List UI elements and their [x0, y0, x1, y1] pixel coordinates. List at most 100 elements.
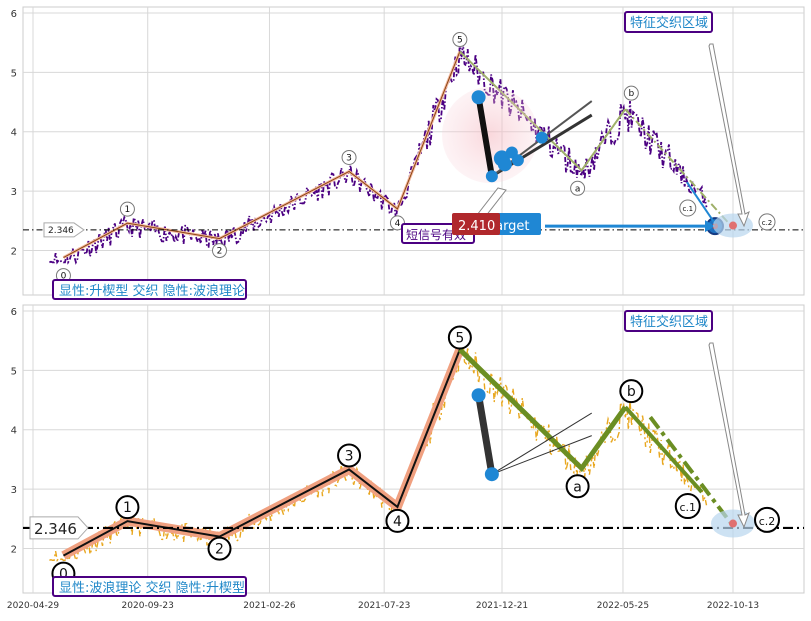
target-arrow-head	[705, 220, 715, 233]
wedge-leg	[475, 94, 495, 180]
price-callout-text: 2.410	[458, 219, 495, 234]
c-leg-marker	[686, 181, 716, 225]
y-tick-label: 5	[11, 68, 17, 79]
wave-label-text: b	[628, 89, 634, 99]
price-series	[49, 339, 708, 563]
bottom-title-box: 显性:波浪理论 交织 隐性:升楔型	[52, 576, 247, 597]
wave-label-circle	[452, 32, 468, 48]
top-feature-text: 特征交织区域	[630, 15, 708, 31]
wave-label-circle	[385, 508, 410, 533]
wave-label-text: 5	[457, 36, 463, 46]
wave-label-circle	[679, 199, 697, 217]
y-tick-label: 4	[11, 128, 17, 139]
y-tick-label: 5	[11, 366, 17, 377]
wave-label-circle	[119, 201, 135, 217]
wave-label-circle	[565, 474, 590, 499]
reference-level-label: 2.346	[48, 226, 74, 236]
x-tick-label: 2021-07-23	[358, 601, 410, 611]
wedge-point-marker	[484, 467, 499, 482]
wedge-point-marker	[471, 388, 486, 403]
impulse-wave	[63, 51, 461, 259]
corrective-wave-c2	[648, 415, 735, 528]
feature-zone-core	[729, 519, 737, 528]
top-title-text: 显性:升楔型 交织 隐性:波浪理论	[59, 283, 245, 299]
y-tick-label: 6	[11, 9, 17, 20]
bottom-panel-grid	[23, 305, 804, 593]
wave-label-text: 0	[59, 567, 68, 583]
wedge-point-marker	[471, 90, 486, 105]
wave-label-circle	[341, 149, 357, 165]
top-panel-wave-labels: 0 1 2 3 4 5 a b c.1 c.2	[55, 32, 776, 284]
feature-zone-core	[729, 221, 737, 230]
top-panel-wave-lines	[62, 50, 734, 259]
wave-label-circle	[754, 506, 780, 533]
x-tick-label: 2022-10-13	[707, 601, 759, 611]
wave-label-circle	[115, 495, 140, 520]
wedge-leg	[475, 391, 496, 478]
wedge-lower	[491, 435, 592, 475]
wave-label-text: 1	[123, 500, 132, 516]
reference-level-label: 2.346	[34, 520, 77, 538]
top-panel	[22, 6, 805, 296]
corrective-wave-c	[624, 108, 734, 229]
wave-label-circle	[337, 443, 362, 468]
x-tick-label: 2020-04-29	[7, 601, 60, 611]
wave-label-circle	[212, 243, 228, 259]
corrective-wave-ab	[458, 347, 628, 473]
y-tick-label: 3	[11, 187, 17, 198]
bottom-panel-y-ticks: 2 3 4 5 6	[11, 307, 17, 556]
bottom-feature-text: 特征交织区域	[630, 314, 708, 330]
wave-label-circle	[389, 215, 405, 231]
wave-label-text: 0	[61, 272, 67, 282]
bottom-panel-price-line	[49, 339, 708, 563]
wedge-point-marker	[511, 154, 524, 167]
wave-label-text: 4	[395, 219, 401, 229]
y-tick-label: 3	[11, 485, 17, 496]
wave-label-circle	[570, 180, 586, 196]
price-series	[49, 41, 708, 265]
wave-label-text: 2	[217, 247, 223, 257]
reference-arrow	[29, 516, 89, 540]
impulse-wave	[62, 349, 461, 557]
wedge-point-marker	[485, 170, 498, 183]
wave-label-text: c.1	[683, 205, 694, 213]
x-tick-label: 2022-05-25	[597, 601, 649, 611]
reference-arrow	[43, 222, 85, 238]
signal-text: 短信号有效	[406, 227, 466, 242]
x-axis-ticks: 2020-04-29 2020-09-23 2021-02-26 2021-07-23…	[7, 601, 759, 611]
wave-label-text: 3	[345, 448, 354, 464]
bottom-feature-box: 特征交织区域	[624, 310, 713, 332]
top-feature-box: 特征交织区域	[624, 11, 713, 33]
y-tick-label: 2	[11, 246, 17, 257]
y-tick-label: 4	[11, 426, 17, 437]
wedge-point-marker	[497, 157, 512, 172]
corrective-wave-c1	[623, 405, 704, 494]
bottom-panel-decorations: 2.346	[23, 342, 804, 540]
target-callout: target 2.410	[452, 213, 541, 235]
wave-label-text: c.2	[762, 219, 773, 227]
wedge-point-marker	[535, 131, 548, 144]
top-panel-decorations: 2.346	[23, 43, 804, 238]
wave-label-text: c.2	[759, 515, 776, 528]
x-tick-label: 2021-02-26	[243, 601, 296, 611]
x-tick-label: 2021-12-21	[476, 601, 528, 611]
wave-label-text: b	[627, 384, 636, 400]
feature-pointer	[708, 342, 750, 529]
feature-pointer	[708, 43, 750, 228]
top-panel-grid	[23, 7, 804, 295]
bottom-panel	[22, 304, 805, 594]
wedge-upper	[491, 412, 593, 475]
wave-label-circle	[623, 85, 639, 101]
top-panel-price-line	[49, 41, 708, 265]
y-tick-label: 6	[11, 307, 17, 318]
wave-label-circle	[758, 213, 776, 231]
top-title-box: 显性:升楔型 交织 隐性:波浪理论	[52, 279, 247, 300]
bottom-panel-wave-labels: 0 1 2 3 4 5 a b c.1 c.2	[51, 325, 780, 586]
wave-label-text: 2	[215, 542, 224, 558]
wave-label-circle	[674, 493, 701, 520]
wave-label-text: 1	[125, 205, 131, 215]
top-panel-y-ticks: 2 3 4 5 6	[11, 9, 17, 258]
wave-label-text: c.1	[680, 501, 697, 514]
